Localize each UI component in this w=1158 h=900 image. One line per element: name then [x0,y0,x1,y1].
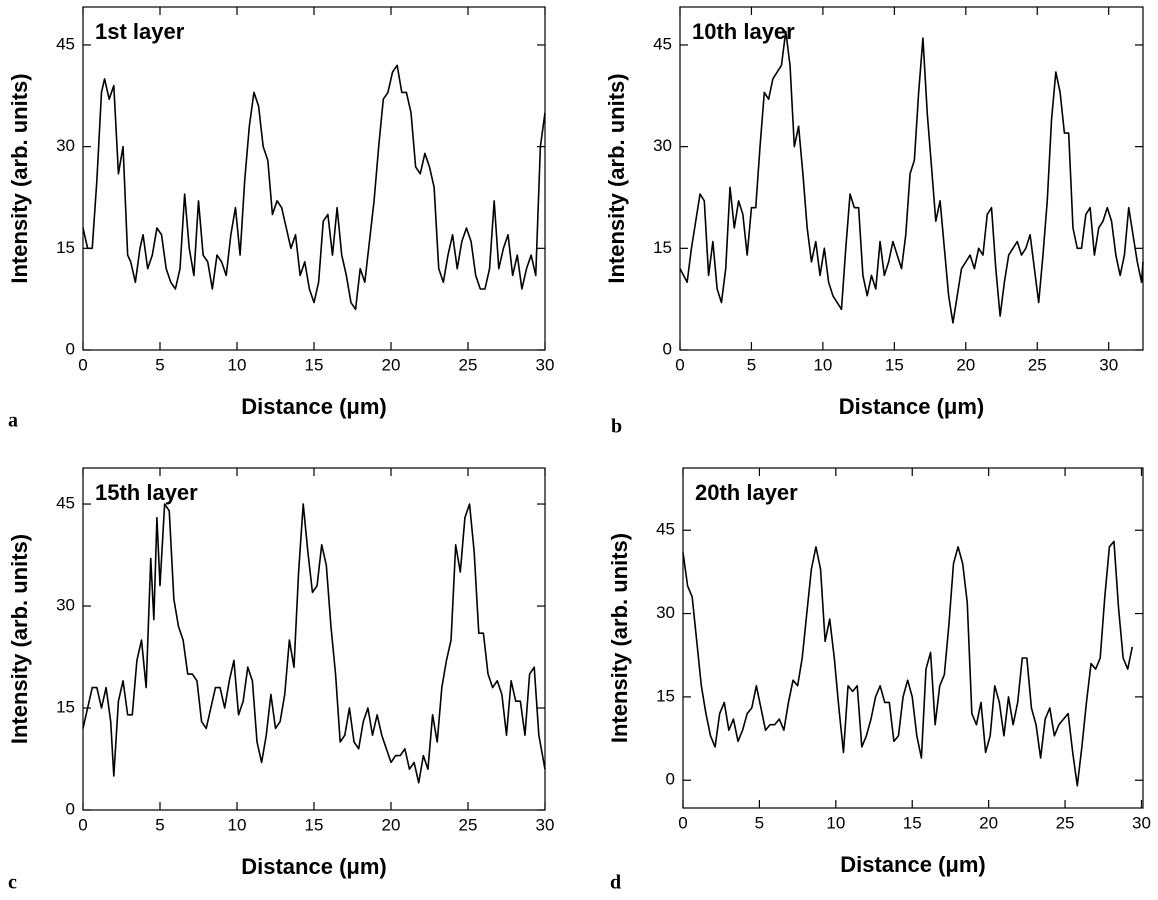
x-tick-label: 5 [155,815,164,834]
x-tick-label: 15 [885,355,904,374]
x-tick-label: 0 [675,355,684,374]
x-tick-label: 0 [678,813,687,832]
x-tick-label: 0 [78,815,87,834]
x-tick-label: 5 [155,355,164,374]
panel-annotation: 20th layer [695,480,798,505]
x-tick-label: 20 [956,355,975,374]
y-tick-label: 45 [653,34,672,53]
x-tick-label: 15 [305,355,324,374]
x-tick-label: 20 [979,813,998,832]
y-tick-label: 15 [56,238,75,257]
x-tick-label: 15 [903,813,922,832]
plot-frame [682,467,1144,809]
x-tick-label: 10 [813,355,832,374]
x-tick-label: 30 [536,355,555,374]
y-tick-label: 45 [56,494,75,513]
y-tick-label: 15 [56,697,75,716]
y-tick-label: 15 [653,238,672,257]
y-axis-label: Intensity (arb. units) [7,534,32,744]
intensity-line [82,64,546,311]
y-tick-label: 30 [56,136,75,155]
x-tick-label: 25 [1056,813,1075,832]
x-tick-label: 30 [1132,813,1151,832]
x-tick-label: 25 [1028,355,1047,374]
x-tick-label: 5 [747,355,756,374]
y-tick-label: 30 [56,596,75,615]
y-tick-label: 0 [66,799,75,818]
plot-frame [679,6,1144,351]
y-tick-label: 45 [56,34,75,53]
y-tick-label: 0 [666,770,675,789]
y-axis-label: Intensity (arb. units) [607,533,632,743]
panel-letter: c [8,872,17,894]
x-tick-label: 25 [459,815,478,834]
x-axis-label: Distance (μm) [241,854,387,879]
x-tick-label: 5 [755,813,764,832]
panel-letter: b [611,416,622,438]
x-axis-label: Distance (μm) [840,852,986,877]
x-tick-label: 10 [228,355,247,374]
x-tick-label: 30 [536,815,555,834]
y-axis-label: Intensity (arb. units) [7,73,32,283]
y-tick-label: 45 [656,520,675,539]
intensity-line [682,540,1134,787]
x-axis-label: Distance (μm) [241,394,387,419]
panel-annotation: 15th layer [95,480,198,505]
y-tick-label: 0 [66,339,75,358]
y-tick-label: 0 [663,339,672,358]
panel-annotation: 1st layer [95,19,185,44]
y-tick-label: 30 [653,136,672,155]
x-tick-label: 20 [382,355,401,374]
x-tick-label: 25 [459,355,478,374]
panel-letter: d [610,872,621,894]
x-tick-label: 10 [826,813,845,832]
intensity-line [679,30,1144,324]
y-tick-label: 15 [656,686,675,705]
x-tick-label: 20 [382,815,401,834]
plot-frame [82,467,546,811]
y-axis-label: Intensity (arb. units) [604,73,629,283]
x-tick-label: 15 [305,815,324,834]
x-tick-label: 10 [228,815,247,834]
x-tick-label: 0 [78,355,87,374]
plot-frame [82,6,546,351]
x-axis-label: Distance (μm) [839,394,985,419]
y-tick-label: 30 [656,603,675,622]
panel-annotation: 10th layer [692,19,795,44]
panel-letter: a [8,410,18,432]
intensity-line [82,503,546,784]
x-tick-label: 30 [1099,355,1118,374]
